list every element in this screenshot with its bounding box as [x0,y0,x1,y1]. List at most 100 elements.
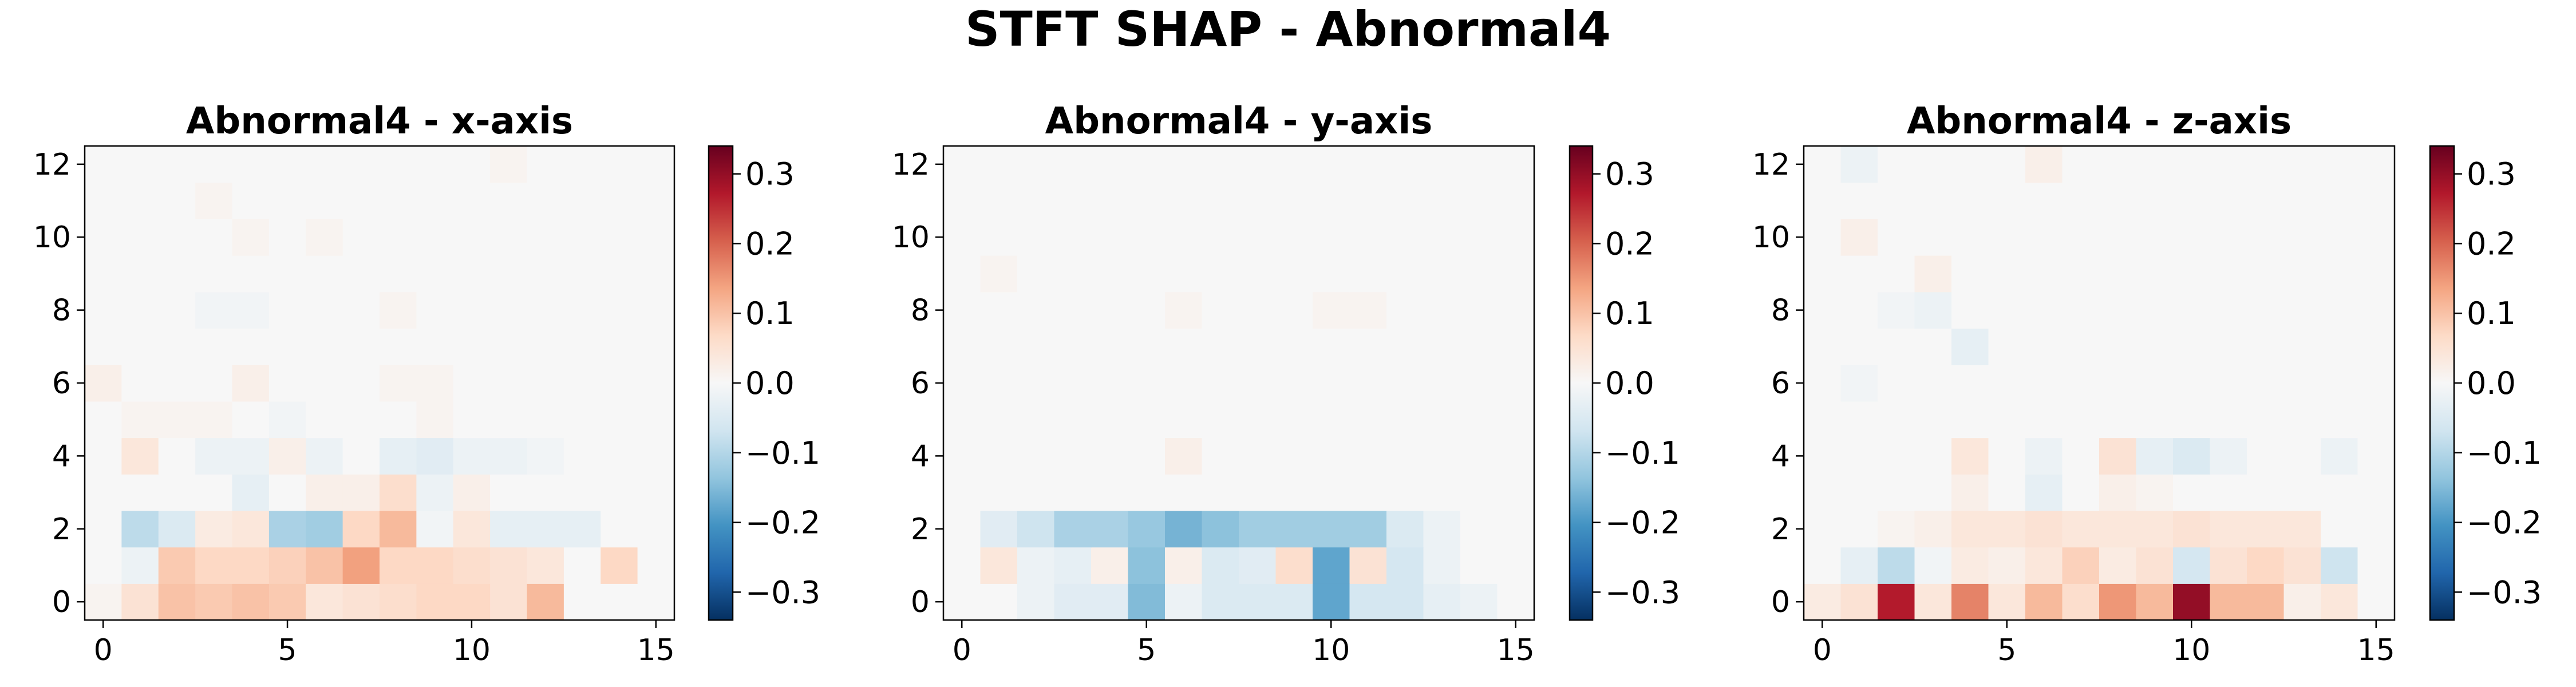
heatmap-cell [2062,182,2100,219]
heatmap-cell [943,219,981,256]
x-tick-label: 10 [1312,633,1350,668]
heatmap-cell [943,291,981,329]
heatmap-cell [2136,401,2174,439]
heatmap-cell [2173,182,2211,219]
heatmap-cell [342,365,380,402]
heatmap-cell [2283,437,2321,475]
heatmap-cell [1386,291,1424,329]
heatmap-cell [85,474,122,511]
heatmap-cell [195,219,233,256]
heatmap-cell [2025,437,2063,475]
heatmap-cell [527,291,564,329]
heatmap-cell [1423,401,1461,439]
colorbar-tick-label: 0.0 [1605,365,1654,401]
heatmap-cell [563,474,601,511]
heatmap-cell [1128,219,1165,256]
heatmap-cell [1091,583,1129,621]
heatmap-cell [2210,510,2247,548]
heatmap-cell [342,474,380,511]
heatmap-cell [490,474,528,511]
heatmap-cell [232,583,270,621]
heatmap-cell [1386,437,1424,475]
heatmap-cell [268,219,306,256]
heatmap-cell [416,328,454,365]
heatmap-cell [2173,328,2211,365]
heatmap-cell [1804,255,1842,293]
heatmap-cell [2062,474,2100,511]
heatmap-cell [453,437,491,475]
heatmap-cell [380,510,417,548]
heatmap-cell [2099,146,2137,183]
heatmap-cell [416,255,454,293]
heatmap-cell [563,291,601,329]
colorbar [1570,146,1593,620]
heatmap-cell [1054,583,1092,621]
heatmap-cell [600,401,638,439]
heatmap-cell [563,365,601,402]
heatmap-cell [121,583,159,621]
heatmap-cell [2173,547,2211,584]
heatmap-cell [1128,583,1165,621]
heatmap-cell [2173,146,2211,183]
heatmap-cell [195,437,233,475]
heatmap-cell [490,547,528,584]
heatmap-cell [1878,510,1915,548]
heatmap-cell [2321,291,2358,329]
heatmap-cell [85,365,122,402]
heatmap-cell [158,474,196,511]
heatmap-cell [490,437,528,475]
heatmap-cell [1349,328,1387,365]
heatmap-cell [2247,510,2285,548]
y-tick-label: 4 [1771,439,1790,473]
heatmap-cell [416,291,454,329]
heatmap-cell [1423,365,1461,402]
heatmap-cell [453,583,491,621]
x-tick-label: 5 [278,633,297,668]
colorbar-tick-label: −0.1 [745,435,820,471]
heatmap-cell [527,365,564,402]
heatmap-cell [158,255,196,293]
heatmap-cell [195,474,233,511]
heatmap-cell [2173,219,2211,256]
heatmap-cell [1840,255,1878,293]
heatmap-cell [1497,365,1535,402]
heatmap-cell [1313,401,1350,439]
heatmap-cell [2357,365,2395,402]
heatmap-cell [1091,255,1129,293]
heatmap-cell [380,583,417,621]
heatmap-cell [490,255,528,293]
heatmap-cell [306,474,343,511]
heatmap-cell [2099,328,2137,365]
heatmap-cell [2210,547,2247,584]
heatmap-cell [268,365,306,402]
heatmap-cell [1313,219,1350,256]
figure-title: STFT SHAP - Abnormal4 [965,1,1611,57]
heatmap-cell [1239,474,1277,511]
heatmap-cell [2247,437,2285,475]
y-tick-label: 0 [52,585,71,619]
heatmap-cell [306,547,343,584]
panel-title: Abnormal4 - z-axis [1907,100,2291,143]
heatmap-cell [232,510,270,548]
heatmap-cell [1349,583,1387,621]
heatmap-cell [2210,219,2247,256]
heatmap-cell [453,255,491,293]
heatmap-cell [2321,255,2358,293]
heatmap-cell [600,510,638,548]
heatmap-cell [1840,437,1878,475]
heatmap-cell [2062,437,2100,475]
heatmap-cell [195,182,233,219]
heatmap-cell [490,328,528,365]
heatmap-cell [1128,328,1165,365]
heatmap-cell [416,547,454,584]
heatmap-cell [1239,328,1277,365]
heatmap-cell [195,255,233,293]
heatmap-cell [1165,146,1203,183]
heatmap-cell [1091,401,1129,439]
heatmap-cell [1017,182,1055,219]
heatmap-cell [2247,474,2285,511]
heatmap-cell [1386,474,1424,511]
heatmap-cell [268,328,306,365]
heatmap-cell [232,219,270,256]
heatmap-cell [980,365,1018,402]
